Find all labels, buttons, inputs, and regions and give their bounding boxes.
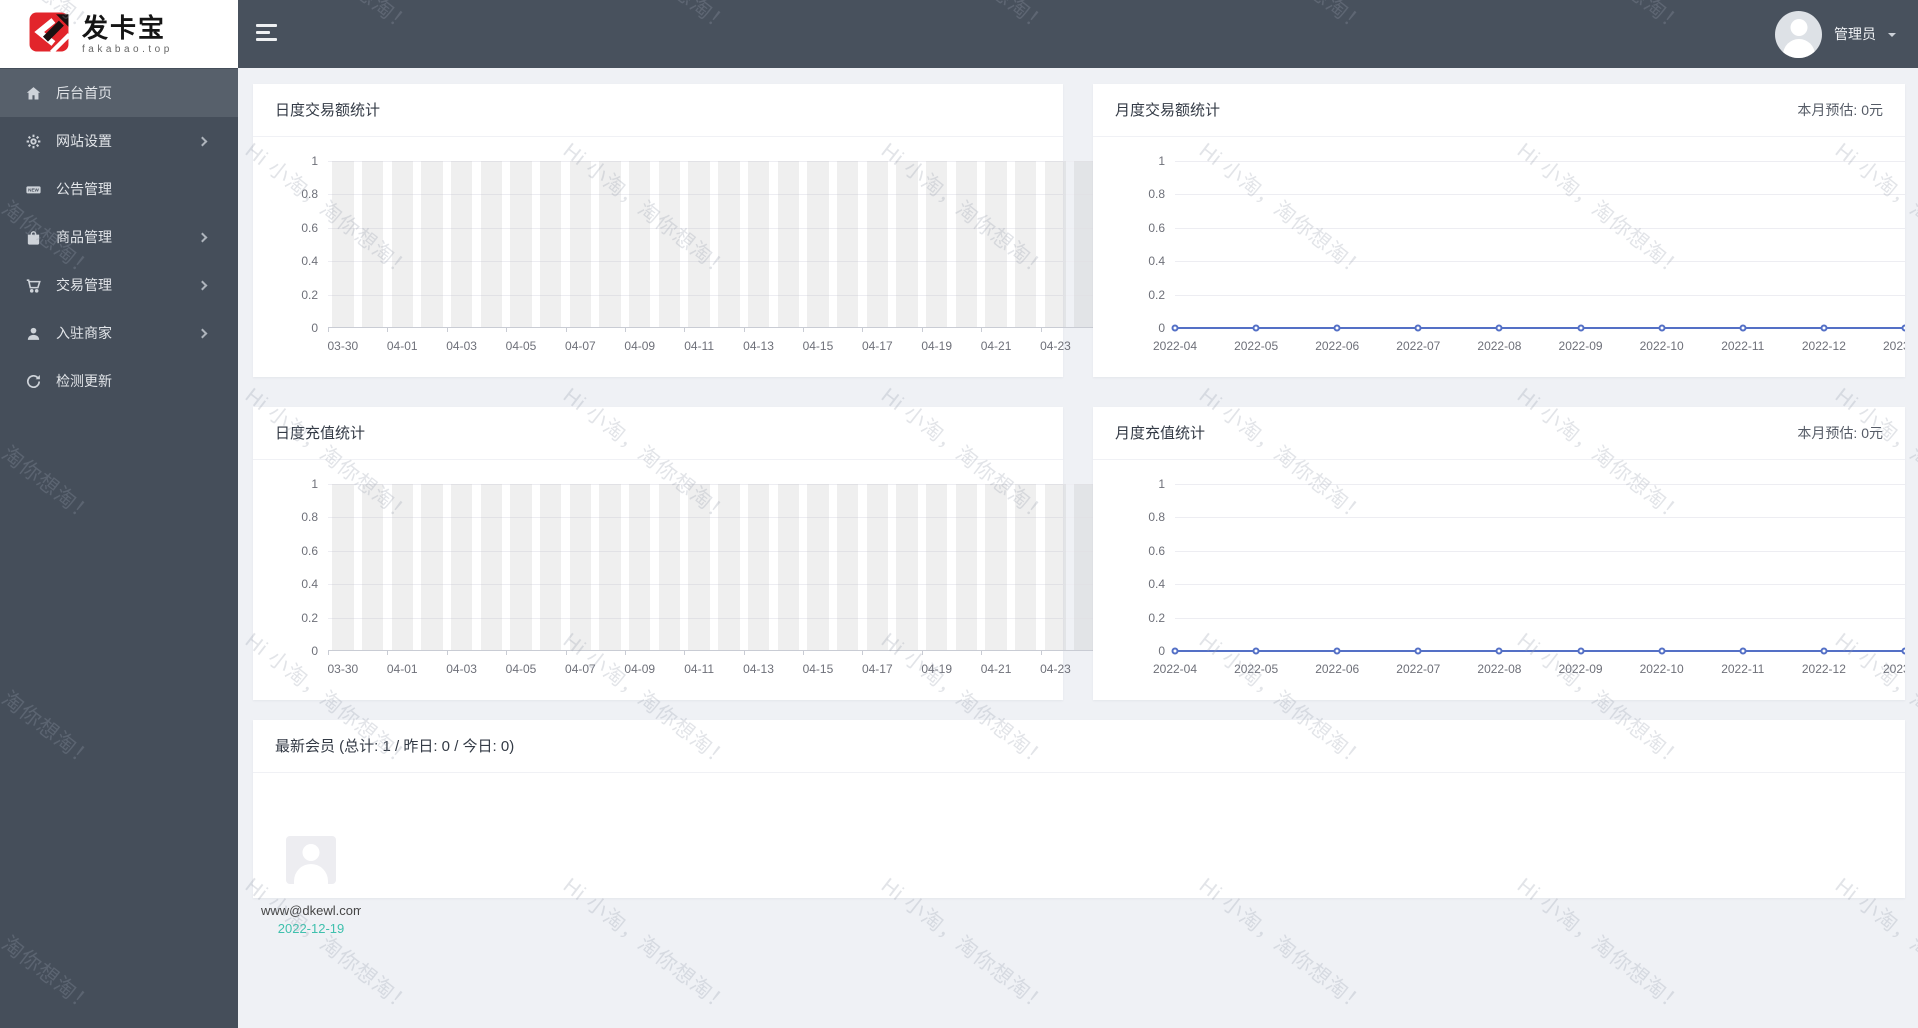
brand-name: 发卡宝: [82, 12, 167, 43]
sidebar: 发卡宝 fakabao.top 后台首页 网站设置 NEW 公告管理 商品管理 …: [0, 0, 238, 1028]
card-title: 日度交易额统计: [275, 102, 381, 119]
sidebar-item-label: 网站设置: [56, 133, 112, 149]
card-title: 日度充值统计: [275, 425, 366, 442]
user-name: 管理员: [1834, 26, 1876, 42]
sidebar-item-refresh[interactable]: 检测更新: [0, 357, 238, 405]
cart-icon: [25, 277, 42, 294]
chart-plot-area: 03-30 04-01 04-03 04-05 04-07 04-09 04-11 04-13…: [327, 161, 1100, 353]
sidebar-item-label: 检测更新: [56, 373, 112, 389]
home-icon: [25, 85, 42, 102]
member-avatar: [286, 836, 336, 884]
chart-plot-area: 03-30 04-01 04-03 04-05 04-07 04-09 04-11 04-13…: [327, 484, 1100, 676]
member-join-date: 2022-12-19: [277, 921, 345, 936]
merchant-icon: [25, 325, 42, 342]
sidebar-item-label: 公告管理: [56, 181, 112, 197]
card-monthly-trade: 月度交易额统计 本月预估: 0元 2022-04 2022-05 2022-06 20…: [1093, 84, 1905, 377]
monthly-trade-chart: 2022-04 2022-05 2022-06 2022-07 2022-08 2022-…: [1093, 137, 1905, 376]
sidebar-item-cart[interactable]: 交易管理: [0, 261, 238, 309]
card-monthly-recharge-header: 月度充值统计 本月预估: 0元: [1093, 407, 1905, 460]
card-daily-recharge: 日度充值统计 03-30 04-01 04-03 04-05 04-07 04-09 04-…: [253, 407, 1100, 700]
sidebar-item-gear[interactable]: 网站设置: [0, 117, 238, 165]
card-daily-trade: 日度交易额统计 03-30 04-01 04-03 04-05 04-07 04-09 04…: [253, 84, 1100, 377]
chevron-right-icon: [197, 328, 208, 338]
svg-text:NEW: NEW: [28, 187, 39, 192]
card-title: 月度交易额统计: [1115, 102, 1221, 119]
monthly-estimate: 本月预估: 0元: [1797, 425, 1883, 441]
chevron-right-icon: [197, 280, 208, 290]
card-latest-members-header: 最新会员 (总计: 1 / 昨日: 0 / 今日: 0): [253, 720, 1905, 773]
sidebar-toggle-button[interactable]: [256, 24, 278, 42]
chevron-right-icon: [197, 136, 208, 146]
chart-plot-area: 2022-04 2022-05 2022-06 2022-07 2022-08 2022-…: [1153, 484, 1905, 676]
refresh-icon: [25, 373, 42, 390]
brand-domain: fakabao.top: [82, 43, 173, 55]
gear-icon: [25, 133, 42, 150]
card-title: 月度充值统计: [1115, 425, 1206, 442]
user-menu[interactable]: 管理员: [1775, 0, 1896, 68]
brand-logo-icon: [26, 9, 72, 60]
daily-trade-chart: 03-30 04-01 04-03 04-05 04-07 04-09 04-11 04-13…: [253, 137, 1100, 376]
chevron-right-icon: [197, 232, 208, 242]
card-monthly-trade-header: 月度交易额统计 本月预估: 0元: [1093, 84, 1905, 137]
card-monthly-recharge: 月度充值统计 本月预估: 0元 2022-04 2022-05 2022-06 202…: [1093, 407, 1905, 700]
new-badge-icon: NEW: [25, 181, 42, 198]
monthly-estimate: 本月预估: 0元: [1797, 102, 1883, 118]
chart-plot-area: 2022-04 2022-05 2022-06 2022-07 2022-08 2022-…: [1153, 161, 1905, 353]
brand-text: 发卡宝 fakabao.top: [82, 14, 173, 55]
sidebar-item-label: 商品管理: [56, 229, 112, 245]
logo-link[interactable]: 发卡宝 fakabao.top: [0, 0, 238, 68]
sidebar-item-bag[interactable]: 商品管理: [0, 213, 238, 261]
sidebar-item-label: 入驻商家: [56, 325, 112, 341]
sidebar-menu: 后台首页 网站设置 NEW 公告管理 商品管理 交易管理 入驻商家 检测更新: [0, 68, 238, 405]
sidebar-item-home[interactable]: 后台首页: [0, 69, 238, 117]
sidebar-item-label: 后台首页: [56, 85, 112, 101]
member-email: www@dkewl.com: [261, 903, 361, 918]
sidebar-item-label: 交易管理: [56, 277, 112, 293]
bag-icon: [25, 229, 42, 246]
chevron-down-icon: [1888, 32, 1896, 41]
latest-members-title: 最新会员 (总计: 1 / 昨日: 0 / 今日: 0): [275, 738, 515, 755]
members-list: www@dkewl.com 2022-12-19: [253, 773, 1905, 936]
user-avatar: [1775, 10, 1822, 58]
card-daily-trade-header: 日度交易额统计: [253, 84, 1063, 137]
top-navbar: 管理员: [238, 0, 1918, 68]
member-item[interactable]: www@dkewl.com 2022-12-19: [261, 826, 361, 936]
monthly-recharge-chart: 2022-04 2022-05 2022-06 2022-07 2022-08 2022-…: [1093, 460, 1905, 699]
daily-recharge-chart: 03-30 04-01 04-03 04-05 04-07 04-09 04-11 04-13…: [253, 460, 1100, 699]
sidebar-item-merchant[interactable]: 入驻商家: [0, 309, 238, 357]
sidebar-item-new-badge[interactable]: NEW 公告管理: [0, 165, 238, 213]
card-latest-members: 最新会员 (总计: 1 / 昨日: 0 / 今日: 0) www@dkewl.c…: [253, 720, 1905, 936]
card-daily-recharge-header: 日度充值统计: [253, 407, 1063, 460]
